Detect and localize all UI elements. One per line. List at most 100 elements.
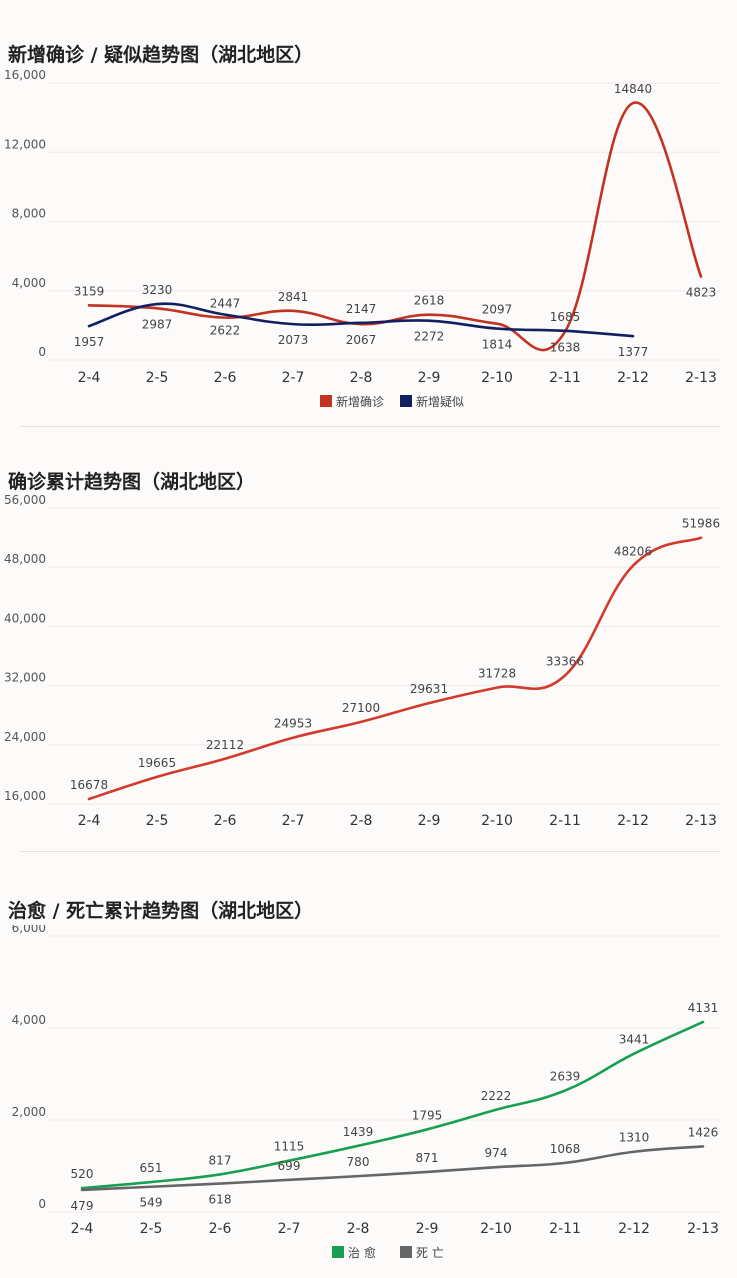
- series-line-0: [80, 1020, 705, 1190]
- x-tick-label: 2-6: [214, 813, 237, 829]
- data-label: 817: [209, 1153, 232, 1167]
- series-line-1: [87, 302, 635, 338]
- data-label: 780: [347, 1155, 370, 1169]
- x-tick-label: 2-5: [146, 370, 169, 386]
- data-label: 3230: [142, 283, 173, 297]
- data-label: 3441: [619, 1033, 650, 1047]
- data-label: 22112: [206, 738, 244, 752]
- series-line-1: [80, 1145, 705, 1192]
- x-tick-label: 2-4: [71, 1221, 94, 1237]
- data-label: 4823: [686, 286, 717, 300]
- y-tick-label: 24,000: [4, 730, 46, 744]
- chart3-svg: 0 2,000 4,000 6,000 2-4 2-5 2-6 2-7 2-8 2-9 2-10 2-…: [12, 925, 720, 1260]
- data-label: 1795: [412, 1108, 443, 1122]
- y-tick-label: 40,000: [4, 611, 46, 625]
- y-tick-label: 56,000: [4, 495, 46, 507]
- x-tick-label: 2-8: [347, 1221, 370, 1237]
- x-tick-label: 2-5: [140, 1221, 163, 1237]
- data-label: 24953: [274, 717, 312, 731]
- data-label: 1377: [618, 345, 649, 359]
- legend-label: 死 亡: [416, 1246, 444, 1260]
- y-tick-label: 16,000: [4, 789, 46, 803]
- data-label: 2067: [346, 333, 377, 347]
- legend-swatch: [400, 1246, 412, 1258]
- data-label: 2272: [414, 330, 445, 344]
- data-label: 2841: [278, 290, 309, 304]
- legend-label: 新增确诊: [336, 394, 384, 409]
- data-label: 1426: [688, 1125, 719, 1139]
- data-label: 1310: [619, 1131, 650, 1145]
- x-tick-label: 2-7: [282, 813, 305, 829]
- data-label: 33366: [546, 654, 584, 668]
- data-label: 3159: [74, 284, 105, 298]
- x-tick-label: 2-13: [685, 370, 717, 386]
- data-label: 1068: [550, 1142, 581, 1156]
- x-tick-label: 2-12: [618, 1221, 650, 1237]
- data-label: 48206: [614, 545, 652, 559]
- chart3-title: 治愈 / 死亡累计趋势图（湖北地区）: [8, 900, 314, 922]
- legend-swatch: [400, 395, 412, 407]
- y-tick-label: 2,000: [12, 1105, 46, 1119]
- data-label: 31728: [478, 667, 516, 681]
- y-tick-label: 6,000: [12, 925, 46, 935]
- data-label: 27100: [342, 701, 380, 715]
- x-tick-label: 2-12: [617, 370, 649, 386]
- x-tick-label: 2-8: [350, 813, 373, 829]
- x-tick-label: 2-10: [481, 370, 513, 386]
- data-label: 1439: [343, 1125, 374, 1139]
- data-label: 618: [209, 1193, 232, 1207]
- data-label: 51986: [682, 517, 720, 531]
- data-label: 2618: [414, 294, 445, 308]
- data-label: 549: [140, 1196, 163, 1210]
- x-tick-label: 2-5: [146, 813, 169, 829]
- y-tick-label: 0: [38, 1197, 46, 1211]
- data-label: 2147: [346, 302, 377, 316]
- data-label: 16678: [70, 778, 108, 792]
- x-tick-label: 2-6: [214, 370, 237, 386]
- series-line-0: [87, 536, 703, 801]
- separator: [20, 851, 720, 852]
- y-tick-label: 16,000: [4, 70, 46, 82]
- y-tick-label: 4,000: [12, 276, 46, 290]
- legend-swatch: [332, 1246, 344, 1258]
- data-label: 699: [278, 1159, 301, 1173]
- data-label: 974: [485, 1146, 508, 1160]
- x-tick-label: 2-9: [416, 1221, 439, 1237]
- data-label: 1685: [550, 310, 581, 324]
- x-tick-label: 2-11: [549, 813, 581, 829]
- data-label: 29631: [410, 682, 448, 696]
- y-tick-label: 48,000: [4, 552, 46, 566]
- data-label: 651: [140, 1161, 163, 1175]
- x-tick-label: 2-9: [418, 370, 441, 386]
- x-tick-label: 2-8: [350, 370, 373, 386]
- y-tick-label: 12,000: [4, 137, 46, 151]
- x-tick-label: 2-11: [549, 1221, 581, 1237]
- data-label: 14840: [614, 82, 652, 96]
- y-tick-label: 8,000: [12, 207, 46, 221]
- data-label: 2987: [142, 317, 173, 331]
- x-tick-label: 2-10: [481, 813, 513, 829]
- legend-swatch: [320, 395, 332, 407]
- data-label: 2222: [481, 1089, 512, 1103]
- data-label: 2639: [550, 1070, 581, 1084]
- legend-label: 新增疑似: [416, 394, 464, 409]
- data-label: 19665: [138, 756, 176, 770]
- chart1-svg: 0 4,000 8,000 12,000 16,000 2-4 2-5 2-6 2-7 2-8 2-…: [4, 70, 720, 409]
- x-tick-label: 2-11: [549, 370, 581, 386]
- y-tick-label: 4,000: [12, 1013, 46, 1027]
- x-tick-label: 2-12: [617, 813, 649, 829]
- data-label: 2073: [278, 333, 309, 347]
- data-label: 871: [416, 1151, 439, 1165]
- chart2-title: 确诊累计趋势图（湖北地区）: [8, 471, 256, 493]
- series-line-0: [87, 101, 703, 352]
- chart2-svg: 16,000 24,000 32,000 40,000 48,000 56,000 2-4 2…: [4, 495, 720, 829]
- data-label: 4131: [688, 1001, 719, 1015]
- x-tick-label: 2-7: [282, 370, 305, 386]
- x-tick-label: 2-9: [418, 813, 441, 829]
- separator: [20, 426, 720, 427]
- data-label: 1638: [550, 341, 581, 355]
- data-label: 479: [71, 1199, 94, 1213]
- data-label: 520: [71, 1167, 94, 1181]
- y-tick-label: 32,000: [4, 671, 46, 685]
- x-tick-label: 2-13: [685, 813, 717, 829]
